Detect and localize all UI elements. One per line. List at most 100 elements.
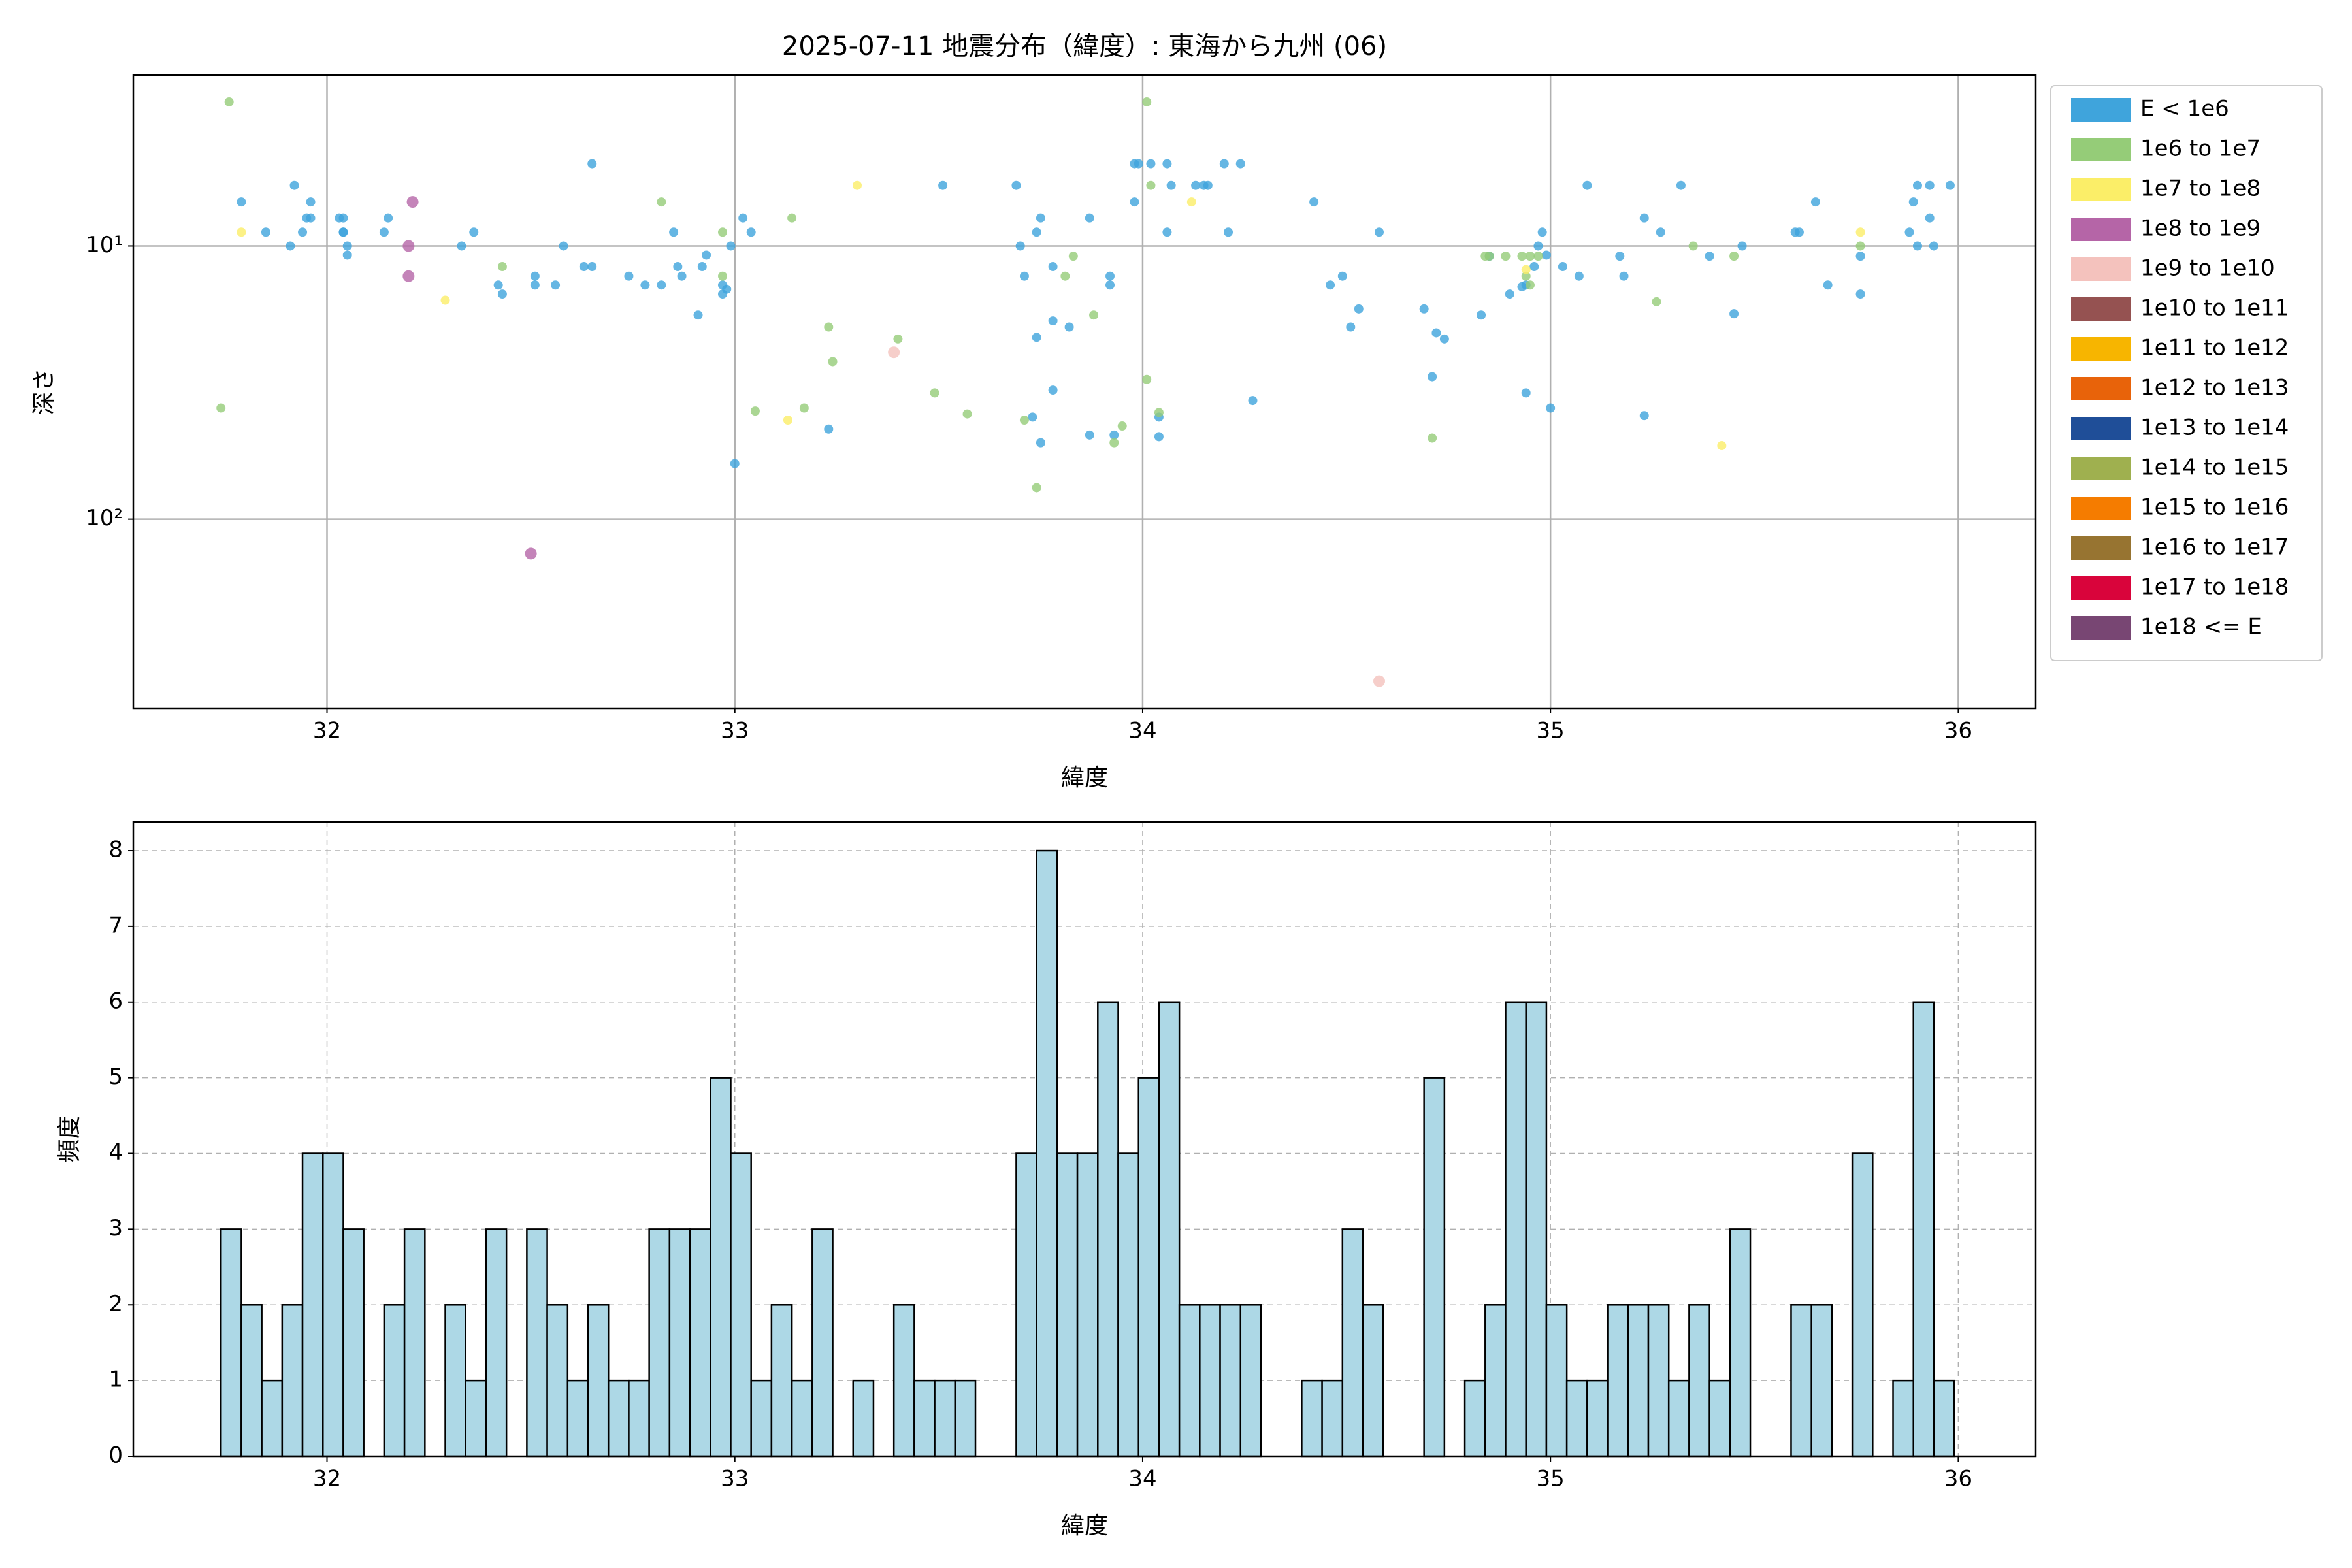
scatter-point [828, 357, 838, 367]
legend-label: 1e6 to 1e7 [2140, 136, 2261, 162]
histogram-bar [322, 1152, 344, 1458]
histogram-bar [1484, 1304, 1507, 1458]
scatter-point [440, 295, 450, 305]
scatter-point [1533, 241, 1543, 251]
scatter-point [1373, 675, 1386, 687]
legend-swatch [2071, 497, 2131, 520]
scatter-point [551, 280, 561, 290]
histogram-bar [342, 1228, 365, 1458]
scatter-point [1558, 262, 1567, 272]
scatter-point [673, 262, 683, 272]
scatter-point [1639, 411, 1649, 421]
x-tick-label: 32 [313, 1466, 341, 1492]
histogram-bar [1321, 1379, 1344, 1458]
scatter-point [338, 227, 348, 237]
scatter-point [1191, 180, 1201, 190]
scatter-point [1036, 438, 1045, 448]
histogram-bar [383, 1304, 406, 1458]
scatter-point [1810, 197, 1820, 207]
scatter-point [718, 271, 728, 281]
scatter-point [1028, 412, 1037, 422]
histogram-bar [1912, 1001, 1935, 1458]
histogram-bar [1137, 1077, 1160, 1458]
histogram-bar [1036, 849, 1058, 1458]
scatter-point [1019, 416, 1029, 425]
y-tick-label: 8 [108, 837, 123, 863]
scatter-point [1117, 421, 1127, 431]
scatter-point [824, 322, 834, 332]
scatter-point [587, 262, 597, 272]
scatter-point [1428, 372, 1437, 382]
scatter-point [1656, 227, 1665, 237]
y-tick-label: 5 [108, 1064, 123, 1090]
histogram-bar [281, 1304, 304, 1458]
histogram-bar [1627, 1304, 1650, 1458]
scatter-point [1085, 213, 1094, 223]
histogram-bar [1525, 1001, 1548, 1458]
histogram-bar [1056, 1152, 1079, 1458]
legend-label: 1e10 to 1e11 [2140, 295, 2289, 321]
scatter-point [640, 280, 650, 290]
histogram-bar [1505, 1001, 1527, 1458]
legend-label: 1e12 to 1e13 [2140, 375, 2289, 401]
scatter-point [1925, 213, 1935, 223]
histogram-bar [1708, 1379, 1731, 1458]
scatter-point [783, 416, 792, 425]
x-tick-label: 35 [1537, 1466, 1565, 1492]
y-tick-label: 10¹ [86, 232, 123, 258]
scatter-point [1048, 316, 1058, 326]
scatter-point [787, 213, 797, 223]
scatter-point [457, 241, 466, 251]
scatter-point [469, 227, 479, 237]
x-tick-label: 36 [1944, 718, 1972, 744]
scatter-point [1929, 241, 1938, 251]
scatter-point [497, 289, 507, 299]
scatter-point [1235, 159, 1245, 169]
scatter-point [1925, 180, 1935, 190]
histogram-bar [1790, 1304, 1812, 1458]
scatter-point [1146, 159, 1156, 169]
scatter-point [746, 227, 756, 237]
histogram-bar [1076, 1152, 1099, 1458]
histogram-bar [710, 1077, 732, 1458]
scatter-point [1639, 213, 1649, 223]
scatter-point [1619, 271, 1629, 281]
scatter-point [1477, 310, 1486, 320]
histogram-bar [1667, 1379, 1690, 1458]
scatter-point [1855, 241, 1865, 251]
scatter-point [261, 227, 270, 237]
scatter-point [1484, 252, 1494, 261]
scatter-point [493, 280, 503, 290]
scatter-point [1582, 180, 1592, 190]
x-tick-label: 34 [1128, 1466, 1156, 1492]
histogram-bar [1423, 1077, 1446, 1458]
scatter-point [1248, 396, 1258, 406]
histogram-bar [1158, 1001, 1181, 1458]
scatter-point [938, 180, 948, 190]
y-tick-label: 0 [108, 1443, 123, 1469]
histogram-bar [1239, 1304, 1262, 1458]
scatter-point [1737, 241, 1747, 251]
scatter-point [1688, 241, 1698, 251]
scatter-point [1517, 282, 1527, 291]
scatter-point [338, 213, 348, 223]
chart-title: 2025-07-11 地震分布（緯度）: 東海から九州 (06) [782, 31, 1387, 61]
legend-swatch [2071, 218, 2131, 241]
histogram-bar [1933, 1379, 1955, 1458]
scatter-point [1521, 388, 1531, 398]
scatter-point [1525, 252, 1535, 261]
legend-label: 1e16 to 1e17 [2140, 534, 2289, 561]
x-tick-label: 32 [313, 718, 341, 744]
histogram-bar [1097, 1001, 1119, 1458]
scatter-point [1855, 227, 1865, 237]
scatter-point [697, 262, 707, 272]
scatter-point [1032, 333, 1041, 342]
scatter-point [1142, 97, 1152, 106]
histogram-bar [587, 1304, 610, 1458]
scatter-point [1011, 180, 1021, 190]
scatter-point [342, 241, 352, 251]
scatter-point [306, 213, 316, 223]
scatter-point [738, 213, 748, 223]
